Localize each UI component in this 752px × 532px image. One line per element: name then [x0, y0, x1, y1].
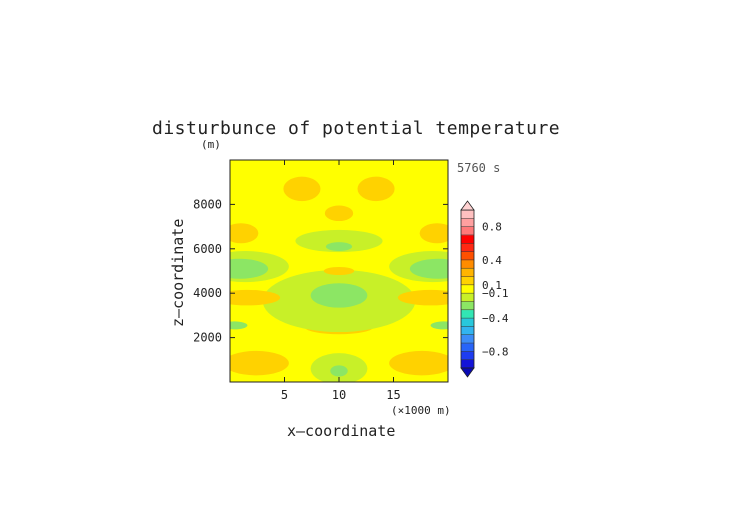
contour-region-3: [330, 365, 348, 377]
colorbar-band: [461, 301, 474, 311]
x-axis-label: x—coordinate: [287, 422, 395, 440]
colorbar-band: [461, 309, 474, 319]
y-tick-label: 8000: [193, 197, 222, 211]
colorbar-band: [461, 343, 474, 352]
colorbar-tick-label: −0.4: [482, 312, 509, 325]
contour-region-21: [283, 176, 321, 202]
colorbar-tick-label: 0.1: [482, 279, 502, 292]
contour-region-16: [295, 229, 383, 253]
contour-region-1: [389, 350, 448, 376]
contour-region-18: [230, 223, 259, 244]
contour-region-20: [324, 205, 354, 222]
contour-region-12: [409, 258, 448, 279]
contour-region-7: [230, 289, 281, 306]
x-axis-ticks: 5 10 15: [281, 160, 401, 402]
contour-region-8: [397, 289, 448, 306]
colorbar-bottom-arrow: [460, 367, 475, 378]
colorbar-band: [461, 293, 474, 302]
colorbar-band: [461, 268, 474, 277]
colorbar-band: [461, 226, 474, 236]
contour-region-11: [230, 258, 269, 279]
colorbar-band: [461, 284, 474, 294]
y-axis-label: z—coordinate: [169, 219, 187, 327]
colorbar-tick-label: 0.4: [482, 254, 502, 267]
colorbar-band: [461, 243, 474, 252]
y-unit-label: (m): [201, 138, 221, 151]
contour-regions: [230, 176, 448, 382]
colorbar: 0.8 0.4 0.1−0.1 −0.4 −0.8: [460, 200, 509, 378]
colorbar-band: [461, 276, 474, 286]
colorbar-band: [461, 218, 474, 227]
contour-region-19: [419, 223, 448, 244]
colorbar-tick-label: −0.8: [482, 345, 509, 358]
colorbar-band: [461, 318, 474, 327]
x-unit-label: (×1000 m): [391, 404, 451, 417]
contour-region-6: [310, 283, 368, 308]
contour-region-14: [430, 321, 448, 330]
colorbar-band: [461, 259, 474, 269]
contour-region-13: [230, 321, 248, 330]
colorbar-band: [461, 251, 474, 261]
colorbar-band: [461, 210, 474, 219]
y-axis-ticks: 2000 4000 6000 8000: [193, 197, 448, 345]
chart-title: disturbunce of potential temperature: [152, 118, 560, 139]
colorbar-tick-label: −0.1: [482, 287, 509, 300]
x-tick-label: 15: [386, 388, 400, 402]
colorbar-band: [461, 326, 474, 336]
x-tick-label: 5: [281, 388, 288, 402]
colorbar-band: [461, 234, 474, 244]
colorbar-tick-label: 0.8: [482, 221, 502, 234]
contour-region-15: [323, 267, 355, 275]
x-tick-label: 10: [332, 388, 346, 402]
y-tick-label: 2000: [193, 331, 222, 345]
contour-region-0: [230, 350, 289, 376]
colorbar-band: [461, 334, 474, 344]
contour-region-17: [325, 242, 353, 252]
colorbar-top-arrow: [460, 200, 475, 211]
colorbar-band: [461, 351, 474, 360]
y-tick-label: 6000: [193, 242, 222, 256]
y-tick-label: 4000: [193, 286, 222, 300]
time-label: 5760 s: [457, 161, 500, 175]
colorbar-band: [461, 359, 474, 369]
contour-region-22: [357, 176, 395, 202]
